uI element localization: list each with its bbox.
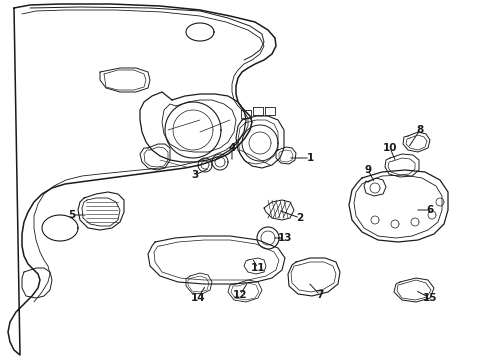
Text: 9: 9 [364, 165, 371, 175]
Text: 8: 8 [415, 125, 423, 135]
Text: 12: 12 [232, 290, 247, 300]
Text: 3: 3 [191, 170, 198, 180]
Text: 14: 14 [190, 293, 205, 303]
Text: 7: 7 [316, 290, 323, 300]
Text: 1: 1 [306, 153, 313, 163]
Text: 6: 6 [426, 205, 433, 215]
Text: 4: 4 [228, 143, 235, 153]
Text: 5: 5 [68, 210, 76, 220]
Text: 2: 2 [296, 213, 303, 223]
Text: 15: 15 [422, 293, 436, 303]
Text: 13: 13 [277, 233, 292, 243]
Text: 10: 10 [382, 143, 396, 153]
Text: 11: 11 [250, 263, 264, 273]
